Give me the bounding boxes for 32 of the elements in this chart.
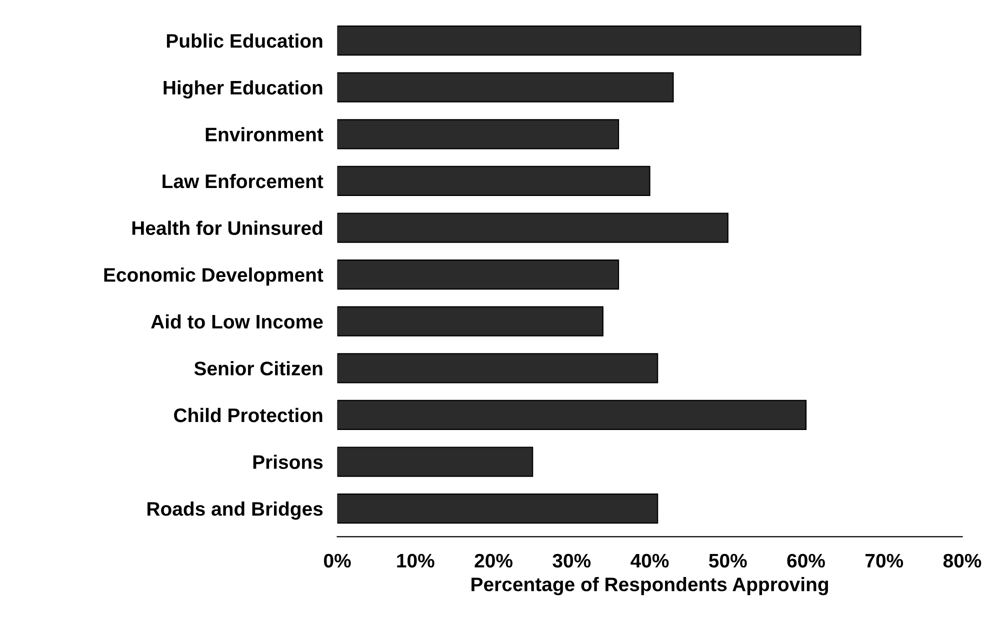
bar [337,306,604,336]
y-tick-label: Environment [206,127,324,142]
y-tick-label: Higher Education [164,80,322,99]
y-tick-label: Law Enforcement [162,174,324,188]
y-tick-label: Senior Citizen [194,361,322,376]
bar [337,25,862,56]
y-tick-label: Public Education [166,34,322,48]
y-tick-label: Aid to Low Income [151,314,323,329]
bar [337,212,728,243]
bar [337,259,620,290]
x-tick-label: 70% [865,554,904,568]
x-tick-label: 60% [787,554,825,568]
y-tick-label: Economic Development [104,268,324,286]
x-tick-label: 80% [943,554,982,568]
x-tick-label: 40% [630,554,669,568]
y-tick-label: Prisons [253,454,323,469]
x-tick-label: 30% [552,554,591,568]
x-tick-label: 0% [324,554,351,568]
bar [337,166,650,196]
bar [337,493,658,524]
x-tick-label: 20% [474,554,512,568]
bar [337,400,807,430]
bar [337,446,534,477]
y-tick-label: Health for Uninsured [132,220,322,235]
bar [337,353,658,384]
x-axis-title: Percentage of Respondents Approving [472,576,828,596]
x-tick-label: 50% [709,554,747,568]
bar [337,72,674,102]
y-tick-label: Roads and Bridges [148,502,323,520]
x-tick-label: 10% [397,554,434,568]
y-tick-label: Child Protection [174,408,322,422]
bar [337,119,620,150]
